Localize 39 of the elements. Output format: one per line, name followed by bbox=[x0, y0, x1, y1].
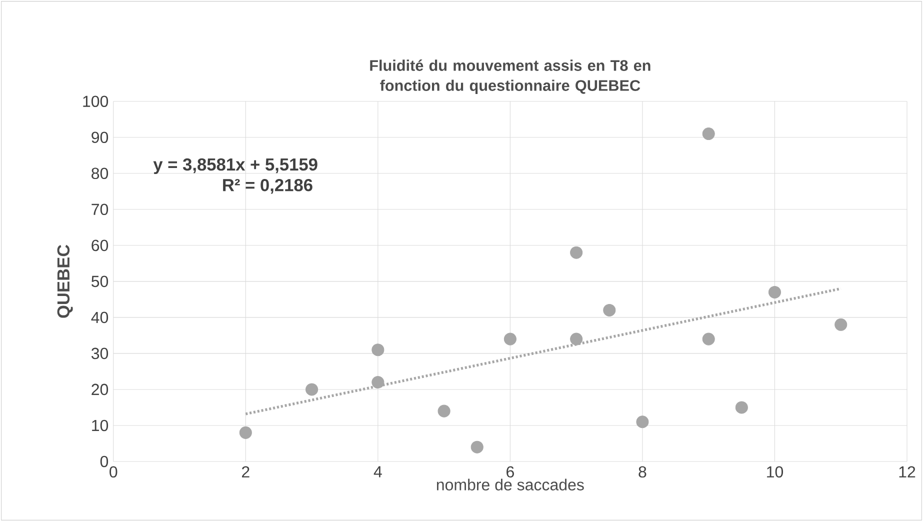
x-axis-title: nombre de saccades bbox=[436, 478, 584, 491]
x-tick-label: 12 bbox=[899, 466, 916, 478]
x-tick-label: 4 bbox=[374, 466, 382, 478]
point bbox=[702, 128, 715, 140]
point bbox=[372, 376, 384, 389]
point bbox=[438, 405, 450, 418]
y-tick-label: 50 bbox=[92, 276, 108, 288]
x-tick-label: 8 bbox=[638, 466, 646, 478]
y-axis-title: QUEBEC bbox=[57, 245, 73, 318]
y-tick-label: 10 bbox=[92, 420, 108, 432]
y-tick-label: 30 bbox=[91, 348, 108, 360]
y-tick-label: 60 bbox=[92, 240, 108, 252]
point bbox=[735, 401, 748, 414]
y-tick-label: 40 bbox=[91, 312, 108, 324]
point bbox=[470, 441, 484, 454]
point bbox=[636, 416, 649, 428]
y-tick-label: 90 bbox=[92, 132, 108, 144]
y-tick-label: 100 bbox=[83, 96, 108, 108]
point bbox=[570, 333, 583, 346]
x-tick-label: 6 bbox=[506, 466, 514, 478]
y-tick-label: 70 bbox=[92, 204, 108, 216]
point bbox=[702, 333, 715, 346]
y-tick-label: 0 bbox=[100, 456, 108, 468]
point bbox=[570, 246, 583, 260]
point bbox=[372, 344, 384, 356]
x-tick-label: 0 bbox=[110, 466, 118, 478]
point bbox=[306, 383, 318, 396]
point bbox=[834, 318, 848, 332]
point bbox=[239, 426, 252, 440]
x-tick-label: 2 bbox=[242, 466, 250, 478]
point bbox=[504, 333, 516, 346]
annotation: R² = 0,2186 bbox=[223, 179, 312, 194]
point bbox=[768, 286, 782, 299]
chart-title: Fluidité du mouvement assis en T8 en fonction du questionnaire QUEBEC bbox=[370, 60, 650, 94]
annotation: y = 3,8581x + 5,5159 bbox=[153, 158, 318, 174]
y-tick-label: 20 bbox=[92, 384, 108, 396]
point bbox=[603, 304, 616, 317]
y-tick-label: 80 bbox=[92, 168, 108, 180]
x-tick-label: 10 bbox=[767, 466, 784, 478]
